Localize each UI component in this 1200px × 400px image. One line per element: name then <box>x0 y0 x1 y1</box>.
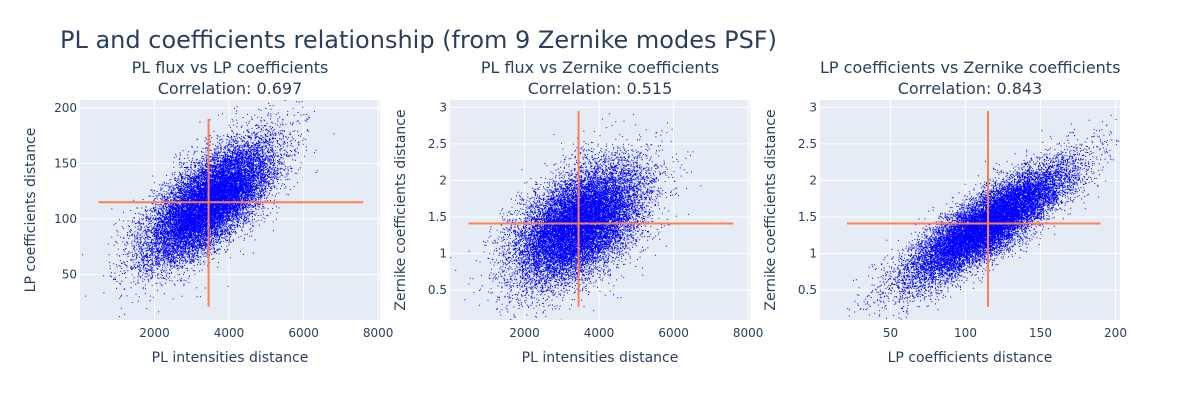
subplot-1-y-tick-label: 150 <box>54 156 77 170</box>
subplot-1-title: PL flux vs LP coefficients Correlation: … <box>80 57 380 99</box>
subplot-1-y-axis-title: LP coefficients distance <box>23 128 39 293</box>
subplot-2-x-tick-label: 4000 <box>584 326 615 340</box>
subplot-2-x-axis-title: PL intensities distance <box>522 350 679 366</box>
subplot-2-y-tick-label: 1.5 <box>428 210 447 224</box>
subplot-1-title-text: PL flux vs LP coefficients <box>131 58 329 77</box>
subplot-3-x-tick-label: 100 <box>954 326 977 340</box>
subplot-2-y-tick-label: 3 <box>439 100 447 114</box>
subplot-3-x-axis-title: LP coefficients distance <box>888 350 1053 366</box>
subplot-2-x-tick-label: 6000 <box>658 326 689 340</box>
subplot-2-title-text: PL flux vs Zernike coefficients <box>480 58 720 77</box>
subplot-3-x-tick-label: 150 <box>1029 326 1052 340</box>
subplot-2-y-tick-label: 2.5 <box>428 137 447 151</box>
subplot-2-title: PL flux vs Zernike coefficients Correlat… <box>450 57 750 99</box>
subplot-2-x-tick-label: 8000 <box>733 326 764 340</box>
subplot-3-x-tick-label: 200 <box>1104 326 1127 340</box>
subplot-1-correlation: Correlation: 0.697 <box>157 79 303 98</box>
subplot-2-correlation: Correlation: 0.515 <box>527 79 673 98</box>
subplot-2-y-axis-title: Zernike coefficients distance <box>393 109 409 310</box>
subplot-3: 50 100 150 200 0.5 1 1.5 2 2.5 3 LP coefficients d… <box>763 100 1127 366</box>
subplot-2-scatter-points <box>450 113 702 320</box>
subplot-2-y-tick-label: 2 <box>439 173 447 187</box>
subplot-1-x-axis-title: PL intensities distance <box>152 350 309 366</box>
subplot-1-y-tick-label: 100 <box>54 212 77 226</box>
subplot-1-y-tick-label: 200 <box>54 101 77 115</box>
subplot-3-y-tick-label: 1 <box>809 246 817 260</box>
subplot-3-y-tick-label: 2.5 <box>798 137 817 151</box>
subplot-2-x-tick-label: 2000 <box>509 326 540 340</box>
subplot-1-x-tick-label: 4000 <box>214 326 245 340</box>
subplot-1-y-tick-label: 50 <box>62 267 77 281</box>
subplot-3-x-tick-label: 50 <box>883 326 898 340</box>
subplot-3-title: LP coefficients vs Zernike coefficients … <box>820 57 1120 99</box>
subplot-3-y-tick-label: 0.5 <box>798 283 817 297</box>
subplot-3-correlation: Correlation: 0.843 <box>897 79 1043 98</box>
subplot-2-y-tick-label: 1 <box>439 246 447 260</box>
subplot-1-x-tick-label: 6000 <box>288 326 319 340</box>
subplot-1-x-tick-label: 2000 <box>139 326 170 340</box>
subplot-1-x-tick-label: 8000 <box>363 326 394 340</box>
figure-title: PL and coefficients relationship (from 9… <box>60 26 777 54</box>
subplot-3-scatter-points <box>847 114 1120 320</box>
subplot-3-y-tick-label: 3 <box>809 100 817 114</box>
subplot-3-y-axis-title: Zernike coefficients distance <box>763 109 779 310</box>
subplot-3-y-tick-label: 2 <box>809 173 817 187</box>
subplot-2-y-tick-label: 0.5 <box>428 283 447 297</box>
subplot-3-title-text: LP coefficients vs Zernike coefficients <box>820 58 1121 77</box>
subplot-3-y-tick-label: 1.5 <box>798 210 817 224</box>
subplot-2: 2000 4000 6000 8000 0.5 1 1.5 2 2.5 3 PL intensiti… <box>393 100 763 366</box>
subplot-1: 2000 4000 6000 8000 50 100 150 200 PL intensitie… <box>23 100 394 366</box>
